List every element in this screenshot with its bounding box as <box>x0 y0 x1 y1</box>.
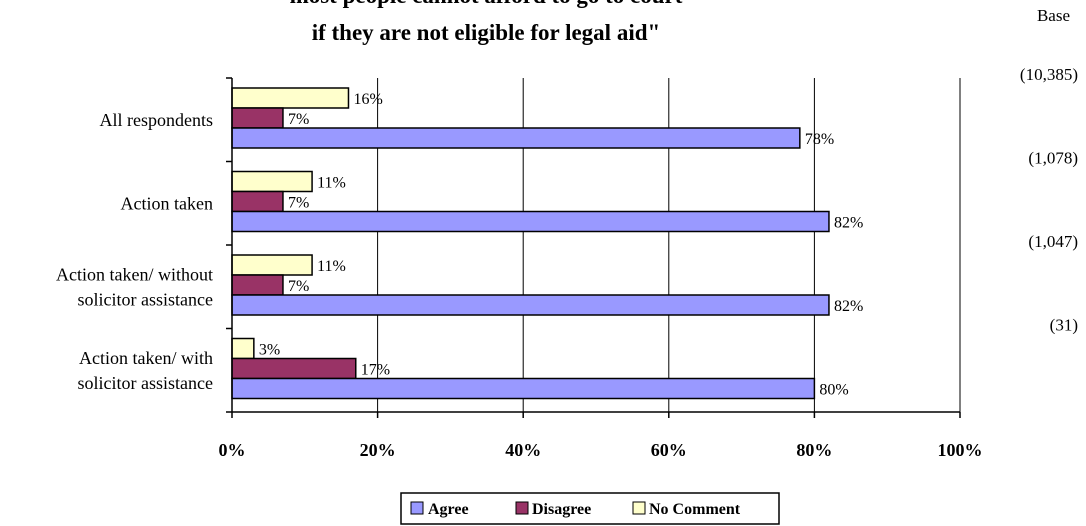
bar-disagree <box>231 190 284 213</box>
base-header: Base <box>1037 6 1070 25</box>
bar-no-comment <box>231 254 313 276</box>
data-label: 16% <box>353 91 382 108</box>
data-label: 82% <box>834 215 863 232</box>
data-label: 80% <box>819 382 848 399</box>
legend-swatch <box>632 501 646 515</box>
x-tick-label: 20% <box>360 440 396 460</box>
data-label: 3% <box>259 342 280 359</box>
bar-agree <box>231 294 830 316</box>
category-label: solicitor assistance <box>78 289 213 309</box>
base-value: (1,078) <box>1028 149 1078 168</box>
category-label: Action taken <box>121 193 213 213</box>
bar-no-comment <box>231 87 350 109</box>
bar-disagree <box>231 357 357 380</box>
legend-swatch <box>410 501 424 515</box>
bar-disagree <box>231 107 284 129</box>
bars: 16% 7% 78% 11% 7% 82% 11% 7% 82% 3% 17% 80% <box>231 87 863 400</box>
bar-agree <box>231 377 816 400</box>
data-label: 7% <box>288 111 309 128</box>
data-label: 7% <box>288 195 309 212</box>
chart-title: most people cannot afford to go to court… <box>290 0 683 45</box>
chart-title-line: most people cannot afford to go to court <box>290 0 683 8</box>
x-tick-label: 100% <box>938 440 983 460</box>
x-tick-labels: 0% 20% 40% 60% 80% 100% <box>219 440 983 460</box>
legend-label: No Comment <box>649 501 741 518</box>
bar-disagree <box>231 274 284 296</box>
chart-title-line: if they are not eligible for legal aid" <box>312 20 661 45</box>
axes <box>226 77 961 418</box>
bar-no-comment <box>231 337 255 360</box>
base-value: (31) <box>1050 316 1078 335</box>
data-label: 11% <box>317 175 346 192</box>
category-label: Action taken/ with <box>79 348 213 368</box>
data-label: 78% <box>805 131 834 148</box>
data-label: 7% <box>288 278 309 295</box>
legend-box <box>400 492 780 525</box>
bar-agree <box>231 127 801 149</box>
x-tick-label: 0% <box>219 440 246 460</box>
base-column: Base (10,385) (1,078) (1,047) (31) <box>1020 6 1078 335</box>
category-label: Action taken/ without <box>56 264 213 284</box>
base-value: (1,047) <box>1028 232 1078 251</box>
base-value: (10,385) <box>1020 65 1078 84</box>
x-tick-label: 60% <box>651 440 687 460</box>
category-label: All respondents <box>100 110 213 130</box>
bar-no-comment <box>231 170 313 193</box>
legend: Agree Disagree No Comment <box>400 492 780 525</box>
bar-agree <box>231 210 830 233</box>
x-tick-label: 80% <box>796 440 832 460</box>
category-label: solicitor assistance <box>78 373 213 393</box>
legend-swatch <box>515 501 529 515</box>
x-tick-label: 40% <box>505 440 541 460</box>
data-label: 82% <box>834 298 863 315</box>
legend-label: Disagree <box>532 501 591 518</box>
data-label: 11% <box>317 258 346 275</box>
data-label: 17% <box>361 362 390 379</box>
legend-label: Agree <box>428 501 469 518</box>
category-labels: All respondents Action taken Action taken/… <box>56 110 213 393</box>
